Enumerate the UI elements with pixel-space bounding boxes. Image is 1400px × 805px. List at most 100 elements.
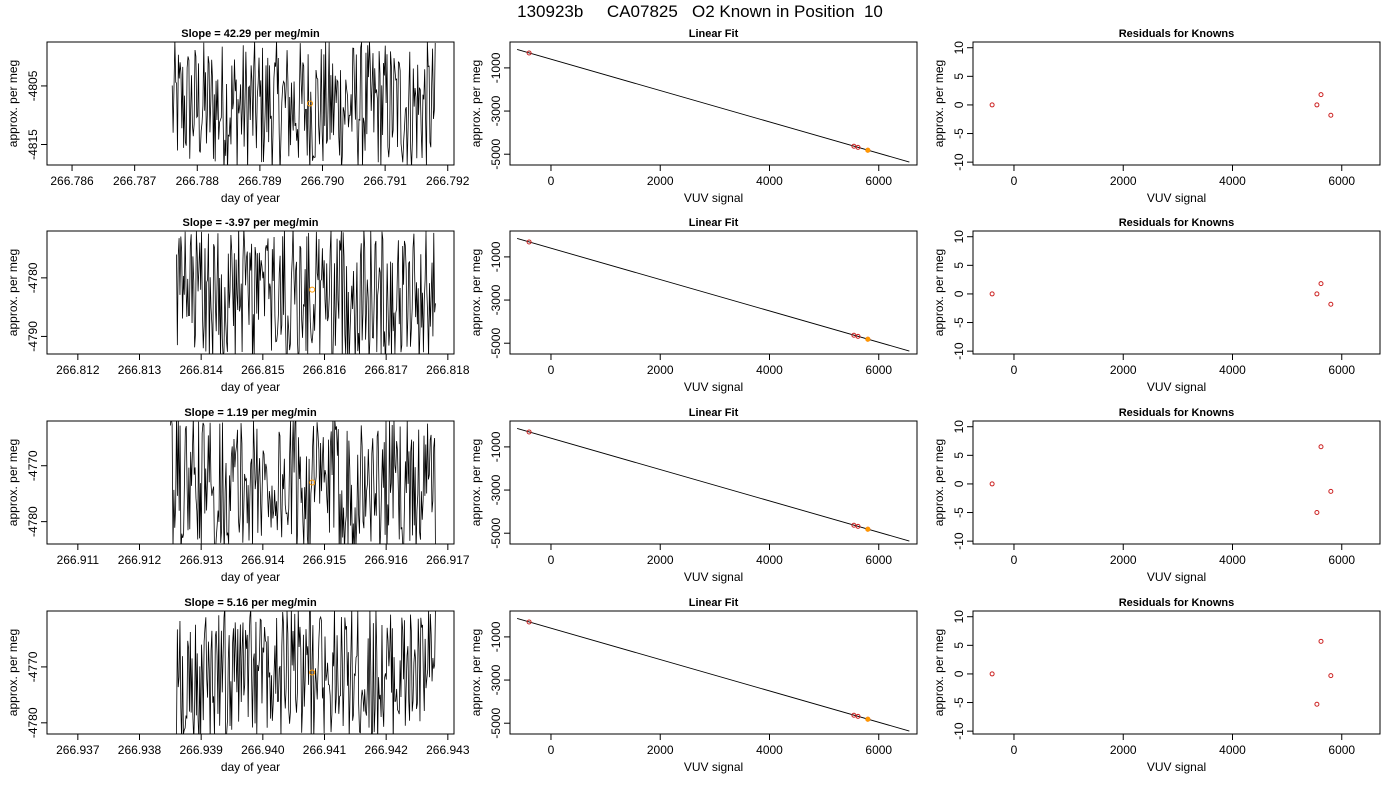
data-point	[1318, 638, 1324, 644]
y-axis-label: approx. per meg	[6, 60, 20, 147]
x-axis-label: day of year	[221, 191, 280, 205]
y-tick-label: -5000	[489, 328, 503, 359]
time-series-panel-2: Slope = -3.97 per meg/min 266.812 266.813 2…	[6, 217, 470, 394]
x-axis-label: VUV signal	[684, 380, 743, 394]
y-tick-label: -4780	[26, 506, 40, 537]
data-point	[1328, 301, 1334, 307]
y-tick-label: -4780	[26, 262, 40, 293]
residuals-panel-2: Residuals for Knowns 0 2000 4000 6000 10 5 0 -5 -…	[932, 217, 1381, 394]
plot-title: Linear Fit	[689, 217, 739, 229]
y-tick-label: -1000	[489, 52, 503, 83]
x-tick-label: 0	[548, 553, 555, 567]
x-tick-label: 266.816	[303, 363, 347, 377]
y-tick-label: -5000	[489, 518, 503, 549]
y-tick-label: 5	[952, 262, 966, 269]
y-tick-label: -10	[952, 722, 966, 740]
plot-area	[169, 421, 436, 544]
data-point	[1318, 281, 1324, 287]
x-tick-label: 0	[1011, 553, 1018, 567]
linear-fit-panel-4: Linear Fit 0 2000 4000 6000 -1000 -3000 -5000 VU…	[469, 597, 918, 774]
x-tick-label: 4000	[1219, 553, 1246, 567]
x-tick-label: 266.789	[238, 174, 282, 188]
y-tick-label: -10	[952, 532, 966, 550]
time-series-panel-4: Slope = 5.16 per meg/min 266.937 266.938 26…	[6, 597, 470, 774]
x-axis-label: day of year	[221, 570, 280, 584]
plot-area	[989, 638, 1334, 707]
plot-frame	[46, 610, 455, 735]
residuals-panel-3: Residuals for Knowns 0 2000 4000 6000 10 5 0 -5 -…	[932, 407, 1381, 584]
y-tick-label: 10	[952, 41, 966, 55]
highlight-point	[865, 147, 871, 153]
plot-frame	[509, 610, 918, 735]
plot-area	[516, 49, 910, 163]
x-tick-label: 266.814	[179, 363, 223, 377]
x-tick-label: 266.912	[118, 553, 162, 567]
mean-marker	[309, 669, 316, 676]
y-tick-label: -5000	[489, 139, 503, 170]
data-point	[989, 102, 995, 108]
trace-line	[171, 42, 436, 165]
data-point	[1314, 291, 1320, 297]
highlight-point	[865, 526, 871, 532]
data-point	[1314, 701, 1320, 707]
y-tick-label: 0	[952, 290, 966, 297]
x-tick-label: 4000	[1219, 743, 1246, 757]
plot-frame	[46, 230, 455, 355]
x-tick-label: 266.813	[118, 363, 162, 377]
x-tick-label: 4000	[1219, 363, 1246, 377]
data-point	[989, 291, 995, 297]
y-tick-label: -5	[952, 317, 966, 328]
y-tick-label: -4770	[26, 651, 40, 682]
linear-fit-panel-2: Linear Fit 0 2000 4000 6000 -1000 -3000 -5000 VU…	[469, 217, 918, 394]
x-tick-label: 266.915	[303, 553, 347, 567]
plot-title: Linear Fit	[689, 28, 739, 40]
x-tick-label: 266.812	[56, 363, 100, 377]
fit-line	[516, 618, 910, 732]
x-tick-label: 266.941	[303, 743, 347, 757]
y-tick-label: -5	[952, 507, 966, 518]
x-tick-label: 266.916	[364, 553, 408, 567]
x-tick-label: 6000	[1328, 174, 1355, 188]
plot-area	[516, 428, 910, 542]
data-point	[526, 429, 532, 435]
x-tick-label: 266.792	[426, 174, 470, 188]
trace-line	[176, 611, 436, 734]
x-tick-label: 266.786	[50, 174, 94, 188]
data-point	[1314, 510, 1320, 516]
x-tick-label: 266.790	[301, 174, 345, 188]
x-axis-label: day of year	[221, 380, 280, 394]
plot-title: Residuals for Knowns	[1119, 28, 1235, 40]
x-axis-label: VUV signal	[684, 191, 743, 205]
y-tick-label: -4770	[26, 450, 40, 481]
y-axis-label: approx. per meg	[932, 60, 946, 147]
x-tick-label: 266.791	[363, 174, 407, 188]
x-tick-label: 266.942	[364, 743, 408, 757]
x-axis-label: VUV signal	[684, 760, 743, 774]
data-point	[989, 481, 995, 487]
x-tick-label: 2000	[647, 743, 674, 757]
y-tick-label: -1000	[489, 241, 503, 272]
x-tick-label: 6000	[865, 363, 892, 377]
x-tick-label: 266.815	[241, 363, 285, 377]
data-point	[855, 333, 861, 339]
x-tick-label: 4000	[756, 743, 783, 757]
plot-frame	[972, 41, 1381, 166]
y-tick-label: -5	[952, 697, 966, 708]
time-series-panel-3: Slope = 1.19 per meg/min 266.911 266.912 26…	[6, 407, 470, 584]
x-tick-label: 2000	[1110, 174, 1137, 188]
y-tick-label: 0	[952, 670, 966, 677]
plot-title: Slope = 42.29 per meg/min	[181, 28, 320, 40]
x-tick-label: 2000	[647, 553, 674, 567]
y-axis-label: approx. per meg	[469, 60, 483, 147]
data-point	[1314, 102, 1320, 108]
data-point	[855, 523, 861, 529]
y-axis-label: approx. per meg	[469, 439, 483, 526]
plot-frame	[972, 230, 1381, 355]
x-tick-label: 0	[1011, 743, 1018, 757]
plot-area	[516, 618, 910, 732]
y-tick-label: -4805	[26, 70, 40, 101]
x-tick-label: 4000	[756, 174, 783, 188]
y-tick-label: -4780	[26, 707, 40, 738]
x-axis-label: VUV signal	[1147, 191, 1206, 205]
plot-title: Slope = -3.97 per meg/min	[182, 217, 318, 229]
